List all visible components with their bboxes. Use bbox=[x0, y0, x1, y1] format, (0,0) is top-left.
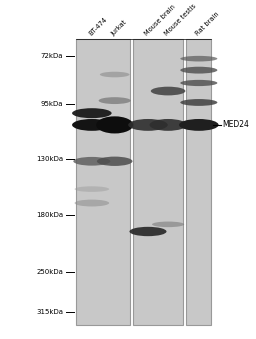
Ellipse shape bbox=[99, 97, 131, 104]
Ellipse shape bbox=[74, 186, 109, 192]
Ellipse shape bbox=[152, 222, 184, 227]
Ellipse shape bbox=[180, 56, 217, 61]
Text: Jurkat: Jurkat bbox=[110, 19, 128, 37]
Bar bbox=[186, 39, 211, 325]
Ellipse shape bbox=[100, 72, 130, 77]
Ellipse shape bbox=[151, 87, 185, 95]
Ellipse shape bbox=[74, 200, 109, 206]
Ellipse shape bbox=[72, 108, 112, 118]
Text: Rat brain: Rat brain bbox=[195, 11, 220, 37]
Bar bbox=[133, 39, 183, 325]
Ellipse shape bbox=[96, 116, 133, 134]
Bar bbox=[76, 39, 130, 325]
Ellipse shape bbox=[180, 80, 217, 86]
Text: BT-474: BT-474 bbox=[88, 16, 108, 37]
Ellipse shape bbox=[73, 157, 110, 166]
Text: 250kDa: 250kDa bbox=[36, 269, 63, 275]
Ellipse shape bbox=[179, 119, 219, 131]
Text: Mouse testis: Mouse testis bbox=[164, 3, 198, 37]
Ellipse shape bbox=[130, 227, 166, 236]
Text: 130kDa: 130kDa bbox=[36, 156, 63, 162]
Ellipse shape bbox=[180, 67, 217, 74]
Ellipse shape bbox=[128, 119, 168, 131]
Text: MED24: MED24 bbox=[223, 120, 250, 129]
Ellipse shape bbox=[180, 99, 217, 106]
Text: 72kDa: 72kDa bbox=[41, 53, 63, 59]
Ellipse shape bbox=[97, 157, 133, 166]
Ellipse shape bbox=[150, 119, 187, 131]
Text: 180kDa: 180kDa bbox=[36, 212, 63, 218]
Text: 315kDa: 315kDa bbox=[36, 309, 63, 315]
Text: 95kDa: 95kDa bbox=[41, 101, 63, 107]
Text: Mouse brain: Mouse brain bbox=[144, 4, 177, 37]
Ellipse shape bbox=[72, 119, 112, 131]
